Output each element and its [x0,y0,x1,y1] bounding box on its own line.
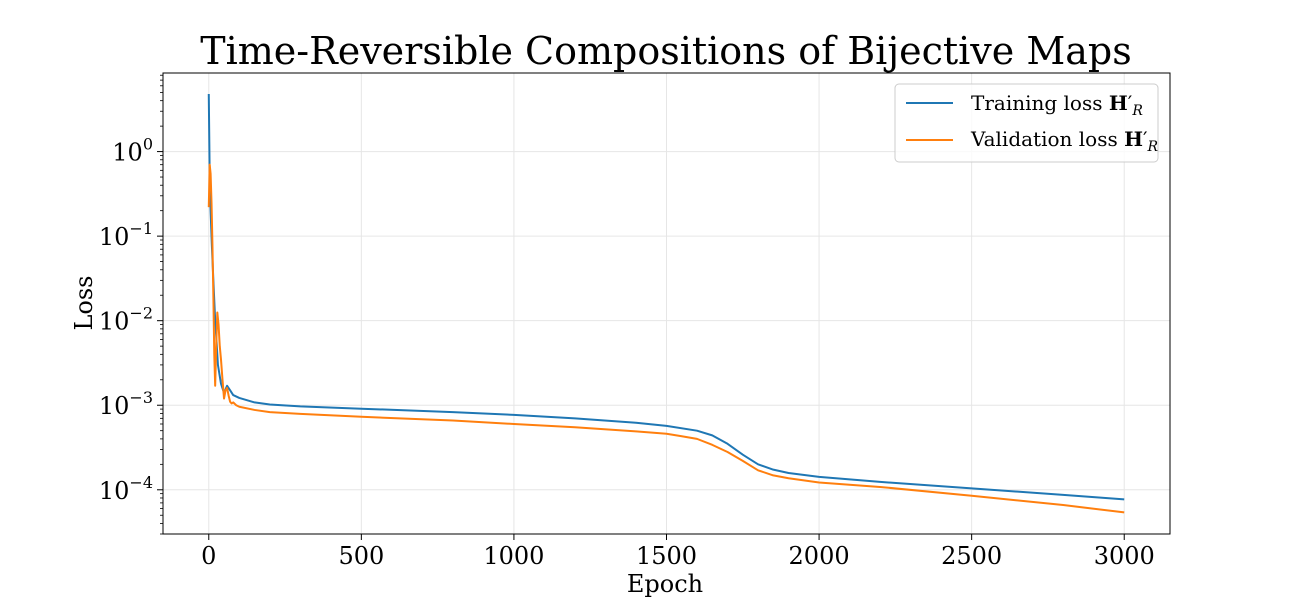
x-tick-label: 2000 [789,542,850,570]
legend-training-prefix: Training loss [971,91,1109,115]
x-tick-label: 1000 [483,542,544,570]
y-axis-label: Loss [70,275,98,330]
legend-entry-training: Training loss H′R [971,91,1143,119]
y-tick-label: 10−1 [99,219,153,251]
legend-entry-validation: Validation loss H′R [970,127,1159,155]
validation-loss-line [207,163,1125,514]
x-tick-label: 0 [201,542,216,570]
legend-training-subscript: R [1131,103,1143,119]
y-tick-label: 100 [112,135,153,167]
x-tick-label: 3000 [1094,542,1155,570]
grid-lines [163,73,1170,534]
series-lines [207,93,1125,514]
y-tick-label: 10−2 [99,304,153,336]
x-axis-label: Epoch [627,570,703,598]
legend-box [894,83,1159,163]
legend-validation-prefix: Validation loss [970,127,1124,151]
x-tick-label: 2500 [941,542,1002,570]
x-tick-label: 1500 [636,542,697,570]
legend-validation-prime: ′ [1143,127,1148,151]
legend-training-math: H [1109,91,1128,115]
axis-ticks: 0 500 1000 1500 2000 2500 3000 100 10−1 10−2 10−3 1… [99,74,1155,570]
legend-validation-subscript: R [1147,139,1159,155]
legend: Training loss H′R Validation loss H′R [894,83,1159,163]
chart-title: Time-Reversible Compositions of Bijectiv… [200,29,1131,73]
legend-training-prime: ′ [1128,91,1133,115]
x-tick-label: 500 [338,542,384,570]
legend-validation-math: H [1124,127,1143,151]
y-tick-label: 10−4 [99,473,153,505]
y-tick-label: 10−3 [99,388,153,420]
